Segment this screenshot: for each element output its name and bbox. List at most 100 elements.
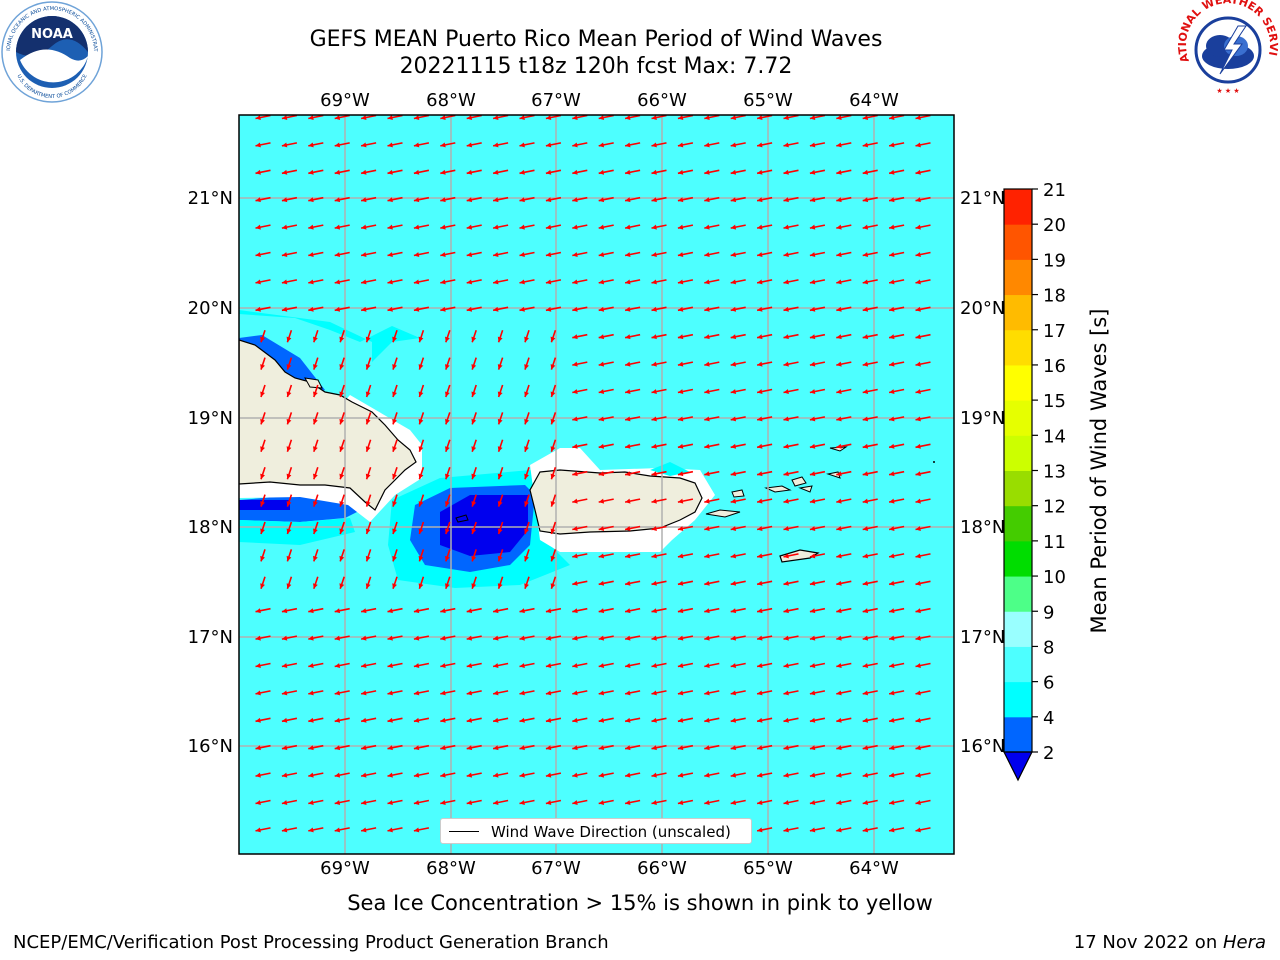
wind-arrow [888,361,905,367]
wind-arrow [418,576,425,590]
wind-arrow [888,279,905,285]
wind-arrow [915,717,931,723]
wind-arrow [360,115,377,120]
wind-arrow [704,388,720,394]
wind-arrow [888,607,905,614]
wind-arrow [466,196,482,203]
wind-arrow [440,251,456,257]
wind-arrow [255,169,271,175]
wind-arrow [519,607,535,614]
wind-arrow [624,553,641,559]
wind-arrow [466,607,482,614]
wind-arrow [281,251,298,257]
wind-arrow [888,196,905,203]
wind-arrow [730,361,746,367]
period-contours [239,310,570,588]
wind-arrow [756,306,773,312]
wind-arrow [624,361,641,367]
wind-arrow [260,549,266,562]
wind-arrow [387,662,403,668]
colorbar-label: Mean Period of Wind Waves [s] [1087,309,1111,634]
wind-arrow [313,494,319,507]
wind-arrow [255,142,271,148]
wind-arrow [365,466,372,480]
wind-arrow [862,196,878,203]
wind-arrow [598,142,614,148]
wind-arrow [756,470,773,477]
wind-arrow [809,470,826,477]
wind-arrow [677,744,694,751]
wind-arrow [888,388,905,394]
colorbar-segment [1004,681,1032,718]
wind-arrow [418,357,425,370]
wind-arrow [598,388,614,394]
wind-arrow [756,361,773,367]
wind-arrow [492,772,509,778]
wind-arrow [730,607,746,614]
wind-arrow [466,142,482,148]
wind-arrow [466,772,482,778]
map-frame [238,114,955,855]
wind-arrow [651,142,667,148]
wind-arrow [471,549,477,562]
wind-arrow [392,357,398,370]
wind-arrow [756,115,773,120]
wind-arrow [334,306,350,312]
wind-arrow [598,416,614,422]
wind-arrow [519,251,535,257]
wind-arrow [471,384,477,398]
wind-arrow [598,333,614,340]
wind-arrow [339,439,345,453]
wind-arrow [756,553,773,559]
wind-arrow [598,744,614,751]
wind-arrow [651,388,667,394]
wind-arrow [466,115,482,120]
wind-arrow [286,412,293,425]
wind-arrow [624,169,641,175]
wind-arrow [440,169,456,175]
wind-arrow [651,607,667,614]
wind-arrow [418,466,425,480]
wind-arrow [783,607,799,614]
wind-arrow [545,251,562,257]
wind-arrow [756,196,773,203]
wind-arrow [492,607,509,614]
wind-arrow [471,521,477,535]
wind-arrow [255,744,271,751]
wind-arrow [360,306,377,312]
wind-arrow [704,799,720,805]
wind-arrow [387,196,403,203]
wind-arrow [862,772,878,778]
wind-arrow [413,690,430,696]
wind-arrow [809,224,826,230]
wind-arrow [809,115,826,120]
wind-arrow [783,361,799,367]
wind-arrow [598,196,614,203]
wind-arrow [387,224,403,230]
wind-arrow [308,142,324,148]
wind-arrow [572,169,588,175]
wind-arrow [888,744,905,751]
wind-arrow [392,384,398,398]
wind-arrow [572,251,588,257]
wind-arrow [308,169,324,175]
wind-arrow [862,525,878,531]
wind-arrow [730,744,746,751]
lon-label-bottom-65w: 65°W [743,858,793,879]
wind-arrow [466,662,482,668]
wind-arrow [387,635,403,641]
wind-arrow [334,251,350,257]
wind-arrow [497,412,504,425]
wind-arrow [445,549,451,562]
wind-arrow [572,744,588,751]
wind-arrow [730,388,746,394]
wind-arrow [492,635,509,641]
wind-arrow [497,357,504,370]
wind-arrow [888,251,905,257]
wind-arrow [519,169,535,175]
wind-arrow [365,384,372,398]
wind-arrow [862,607,878,614]
wind-arrow [677,169,694,175]
wind-arrow [418,521,425,535]
wind-arrow [572,470,588,477]
